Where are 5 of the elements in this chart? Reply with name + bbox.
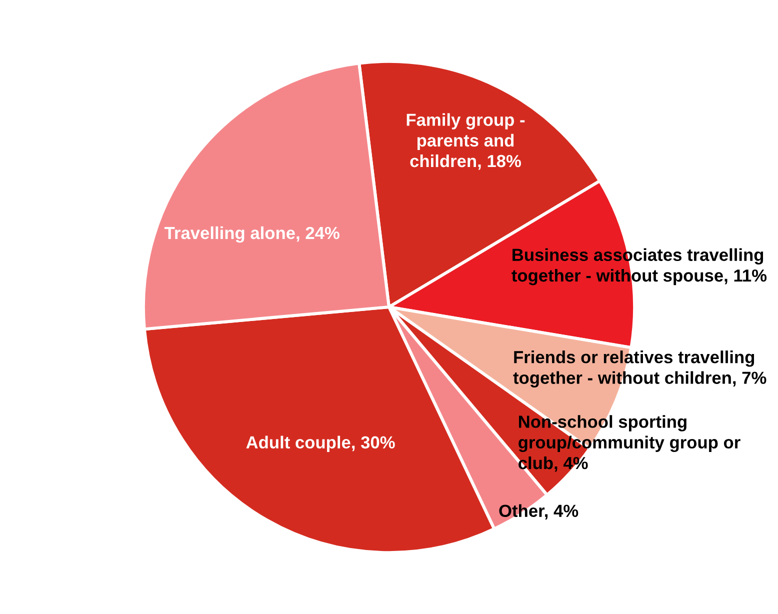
slice-label: Travelling alone, 24% [164, 226, 340, 243]
slice-label: Friends or relatives travelling together - without children, 7% [513, 350, 766, 388]
slice-label: Other, 4% [499, 504, 578, 520]
slice-label: Family group - parents and children, 18% [406, 113, 525, 170]
slice-label: Adult couple, 30% [246, 436, 395, 452]
